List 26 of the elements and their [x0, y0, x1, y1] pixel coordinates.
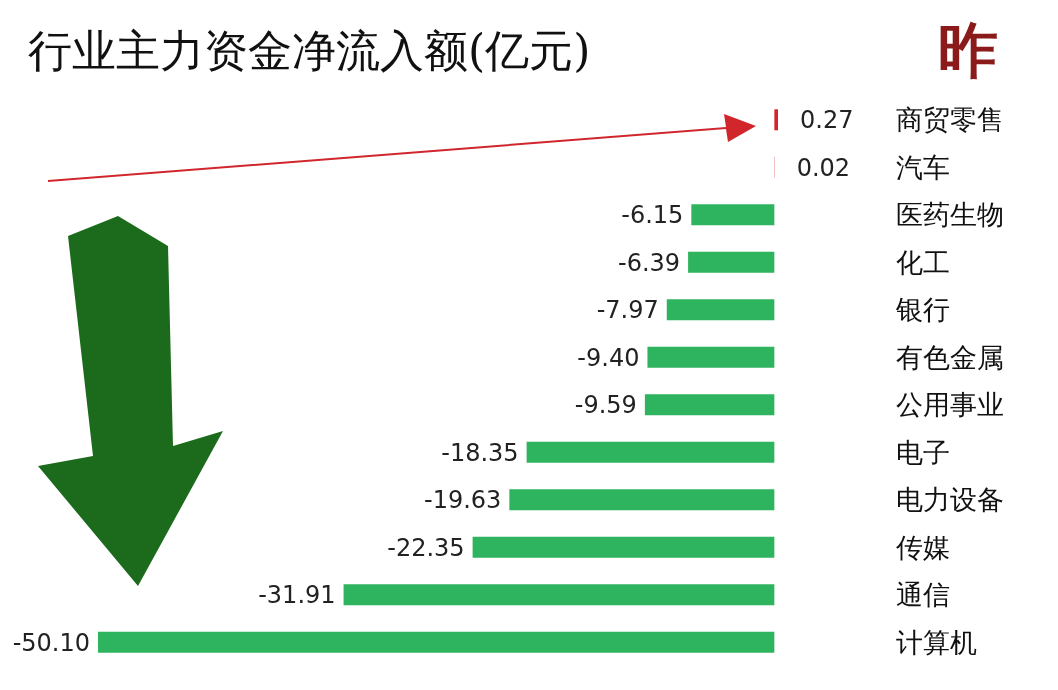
data-label: -9.40 — [577, 343, 640, 372]
data-label: 0.27 — [800, 106, 854, 135]
data-label: -7.97 — [596, 296, 659, 325]
y-tick-label: 传媒 — [896, 531, 950, 563]
chart-title: 行业主力资金净流入额(亿元) — [28, 23, 591, 78]
y-tick-label: 电子 — [896, 436, 950, 468]
text: 昨 — [938, 13, 998, 87]
y-tick-label: 计算机 — [896, 626, 977, 658]
y-tick-label: 银行 — [895, 294, 950, 326]
data-label: -22.35 — [387, 533, 465, 562]
data-label: 0.02 — [796, 153, 851, 182]
y-tick-label: 医药生物 — [896, 199, 1004, 231]
data-label: -6.15 — [621, 201, 684, 230]
y-tick-label: 有色金属 — [896, 341, 1004, 373]
y-tick-label: 电力设备 — [896, 484, 1004, 516]
data-label: -19.63 — [423, 486, 502, 515]
y-tick-label: 化工 — [896, 246, 950, 278]
data-label: -31.91 — [258, 581, 336, 610]
y-tick-label: 商贸零售 — [896, 104, 1004, 136]
y-tick-label: 公用事业 — [896, 389, 1004, 421]
y-tick-label: 通信 — [896, 579, 950, 611]
data-label: -6.39 — [617, 248, 681, 277]
data-label: -50.10 — [12, 628, 90, 657]
y-tick-label: 汽车 — [896, 151, 950, 183]
data-label: -18.35 — [441, 438, 519, 467]
data-label: -9.59 — [574, 391, 637, 420]
